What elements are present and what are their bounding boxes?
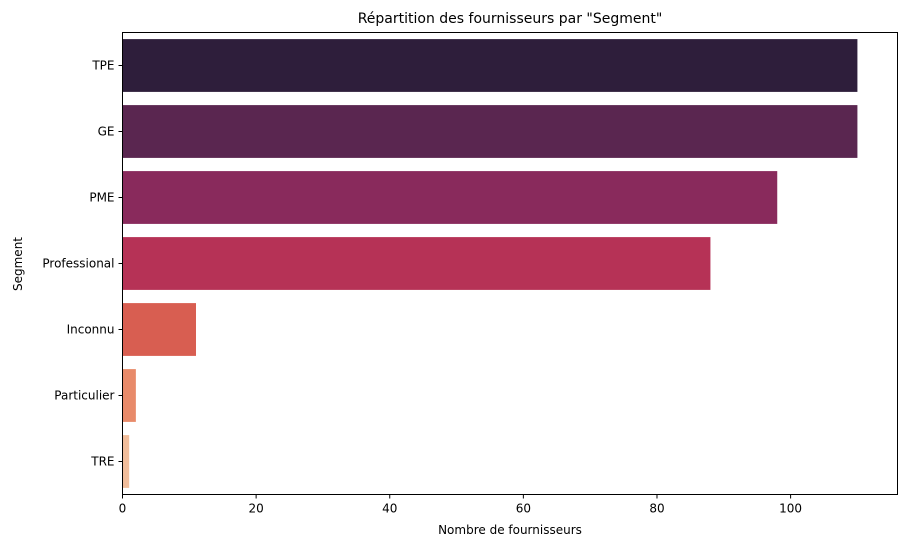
- x-tick-label-100: 100: [779, 502, 802, 516]
- bars-group: [122, 39, 858, 488]
- bar-tre: [122, 435, 130, 488]
- x-axis: 0 20 40 60 80 100: [119, 494, 802, 516]
- plot-frame: [122, 32, 898, 495]
- bar-inconnu: [122, 303, 196, 356]
- x-tick-label-40: 40: [382, 502, 397, 516]
- x-tick-label-0: 0: [119, 502, 127, 516]
- bar-pme: [122, 171, 778, 224]
- bar-particulier: [122, 369, 136, 422]
- y-tick-label-tpe: TPE: [91, 59, 114, 73]
- bar-tpe: [122, 39, 858, 92]
- y-tick-label-tre: TRE: [90, 455, 114, 469]
- y-tick-label-ge: GE: [98, 125, 115, 139]
- bar-professional: [122, 237, 711, 290]
- y-tick-label-inconnu: Inconnu: [67, 323, 115, 337]
- y-axis: TPE GE PME Professional Inconnu Particulier TR…: [42, 59, 123, 469]
- bar-ge: [122, 105, 858, 158]
- chart-title: Répartition des fournisseurs par "Segmen…: [358, 11, 663, 27]
- x-tick-label-60: 60: [516, 502, 531, 516]
- y-tick-label-professional: Professional: [42, 257, 114, 271]
- x-tick-label-80: 80: [649, 502, 664, 516]
- y-tick-label-particulier: Particulier: [54, 389, 114, 403]
- x-axis-label: Nombre de fournisseurs: [438, 523, 582, 537]
- x-tick-label-20: 20: [248, 502, 263, 516]
- y-tick-label-pme: PME: [89, 191, 114, 205]
- y-axis-label: Segment: [11, 237, 25, 291]
